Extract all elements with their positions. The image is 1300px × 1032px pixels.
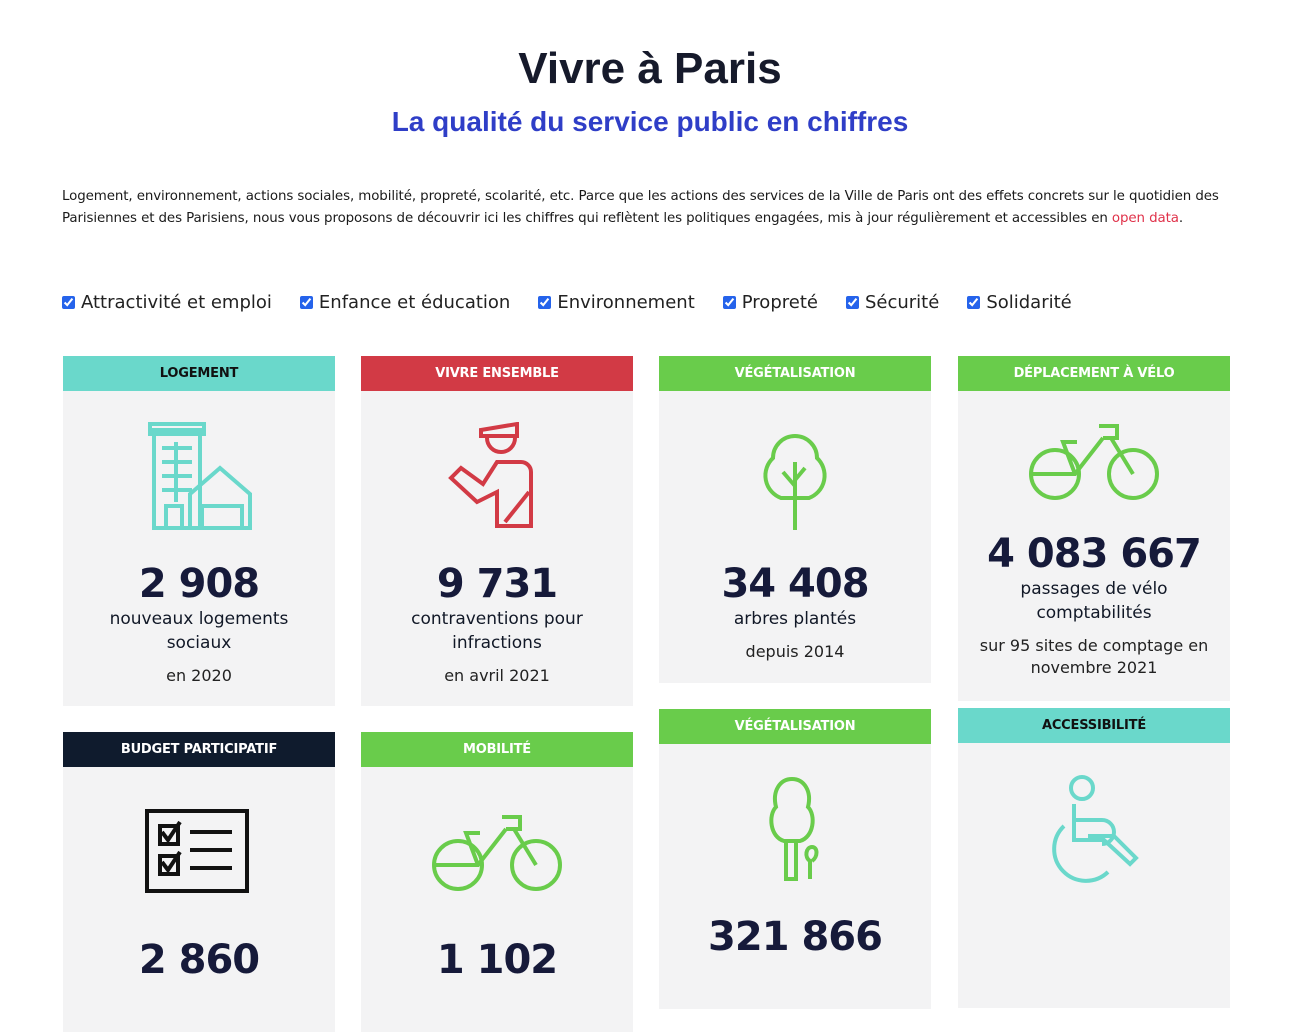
filter-checkbox[interactable] bbox=[299, 296, 313, 309]
filter-proprete[interactable]: Propreté bbox=[722, 292, 818, 313]
filter-checkbox[interactable] bbox=[845, 296, 859, 309]
stat-value: 4 083 667 bbox=[987, 531, 1202, 577]
stat-card-mobilite[interactable]: MOBILITÉ 1 102 bbox=[361, 732, 633, 1032]
building-icon bbox=[63, 407, 335, 547]
stat-period: depuis 2014 bbox=[745, 642, 845, 661]
filter-checkbox[interactable] bbox=[967, 296, 981, 309]
stat-period: en 2020 bbox=[166, 666, 232, 685]
stat-card-vegetalisation-2[interactable]: VÉGÉTALISATION 321 866 bbox=[659, 709, 931, 1009]
card-category: ACCESSIBILITÉ bbox=[958, 708, 1230, 743]
stat-value: 321 866 bbox=[708, 914, 883, 960]
filter-checkbox[interactable] bbox=[62, 296, 75, 309]
stat-label: passages de vélo comptabilités bbox=[1020, 579, 1168, 623]
wheelchair-icon bbox=[958, 759, 1230, 899]
filter-securite[interactable]: Sécurité bbox=[845, 292, 939, 313]
stat-value: 34 408 bbox=[721, 561, 869, 607]
stat-value: 9 731 bbox=[436, 561, 558, 607]
stat-card-vegetalisation[interactable]: VÉGÉTALISATION 34 408 arbres plantés dep… bbox=[659, 356, 931, 683]
filter-checkbox[interactable] bbox=[722, 296, 736, 309]
page-subtitle: La qualité du service public en chiffres bbox=[391, 106, 909, 137]
stat-card-logement[interactable]: LOGEMENT 2 908 nouveaux logements sociau… bbox=[63, 356, 335, 706]
checklist-icon bbox=[63, 783, 335, 923]
police-officer-icon bbox=[361, 407, 633, 547]
stat-value: 2 860 bbox=[138, 937, 260, 983]
bicycle-icon bbox=[361, 783, 633, 923]
stat-card-accessibilite[interactable]: ACCESSIBILITÉ bbox=[958, 708, 1230, 1008]
card-category: DÉPLACEMENT À VÉLO bbox=[958, 356, 1230, 391]
card-category: LOGEMENT bbox=[63, 356, 335, 391]
stat-card-vivre-ensemble[interactable]: VIVRE ENSEMBLE 9 731 contraventions pour… bbox=[361, 356, 633, 706]
stat-card-velo[interactable]: DÉPLACEMENT À VÉLO 4 083 667 passages de… bbox=[958, 356, 1230, 701]
card-category: VIVRE ENSEMBLE bbox=[361, 356, 633, 391]
stat-value: 2 908 bbox=[138, 561, 260, 607]
filter-environnement[interactable]: Environnement bbox=[538, 292, 695, 313]
open-data-link[interactable]: open data bbox=[1111, 211, 1179, 226]
card-category: VÉGÉTALISATION bbox=[659, 709, 931, 744]
intro-text: Logement, environnement, actions sociale… bbox=[62, 189, 1219, 226]
card-category: VÉGÉTALISATION bbox=[659, 356, 931, 391]
filter-attractivite[interactable]: Attractivité et emploi bbox=[62, 292, 272, 313]
stat-card-budget[interactable]: BUDGET PARTICIPATIF 2 860 bbox=[63, 732, 335, 1032]
stat-period: sur 95 sites de comptage en novembre 202… bbox=[979, 636, 1209, 677]
stat-value: 1 102 bbox=[436, 937, 558, 983]
category-filters: Attractivité et emploi Enfance et éducat… bbox=[62, 292, 1072, 313]
page-title: Vivre à Paris bbox=[518, 44, 782, 93]
bicycle-icon bbox=[958, 407, 1230, 517]
filter-checkbox[interactable] bbox=[538, 296, 552, 309]
stat-label: arbres plantés bbox=[733, 609, 857, 629]
filter-solidarite[interactable]: Solidarité bbox=[967, 292, 1072, 313]
card-category: MOBILITÉ bbox=[361, 732, 633, 767]
stat-label: nouveaux logements sociaux bbox=[109, 609, 289, 653]
tree-icon bbox=[659, 407, 931, 547]
stat-label: contraventions pour infractions bbox=[411, 609, 583, 653]
filter-enfance[interactable]: Enfance et éducation bbox=[299, 292, 510, 313]
tree-plant-icon bbox=[659, 760, 931, 900]
card-category: BUDGET PARTICIPATIF bbox=[63, 732, 335, 767]
stat-period: en avril 2021 bbox=[444, 666, 550, 685]
